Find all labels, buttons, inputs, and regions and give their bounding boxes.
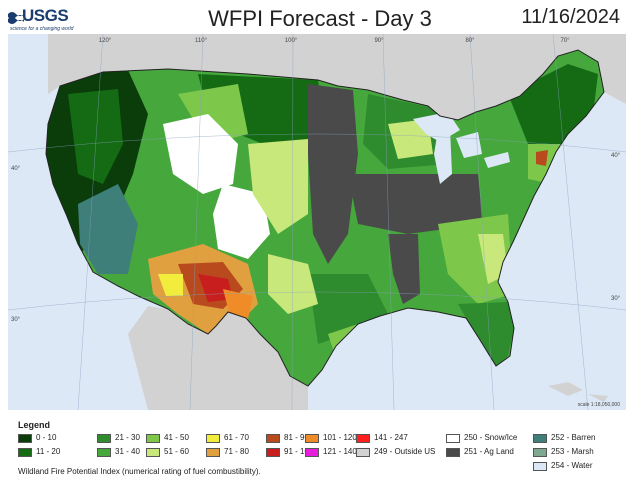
legend-label: 11 - 20 — [36, 447, 61, 456]
legend-swatch — [356, 448, 370, 457]
lon-label-70: 70° — [560, 38, 570, 44]
legend-label: 21 - 30 — [115, 433, 140, 442]
legend-label: 252 - Barren — [551, 433, 596, 442]
lat-label-40-right: 40° — [611, 153, 621, 159]
legend-label: 81 - 90 — [284, 433, 309, 442]
header: USGS science for a changing world WFPI F… — [0, 0, 640, 34]
legend-label: 71 - 80 — [224, 447, 249, 456]
lon-label-80: 80° — [465, 38, 475, 44]
legend-swatch — [356, 434, 370, 443]
legend: Legend 0 - 10 11 - 20 21 - 30 31 - 40 41… — [0, 412, 640, 491]
legend-swatch — [533, 448, 547, 457]
legend-swatch — [533, 434, 547, 443]
legend-label: 250 - Snow/Ice — [464, 433, 518, 442]
lat-label-40-left: 40° — [11, 166, 21, 172]
usgs-wordmark: USGS — [22, 6, 69, 25]
map-canvas: 120° 110° 100° 90° 80° 70° 40° 30° 40° 3… — [8, 34, 626, 410]
legend-label: 101 - 120 — [323, 433, 357, 442]
legend-label: 251 - Ag Land — [464, 447, 514, 456]
legend-swatch — [305, 434, 319, 443]
legend-swatch — [146, 434, 160, 443]
legend-label: 141 - 247 — [374, 433, 408, 442]
legend-label: 61 - 70 — [224, 433, 249, 442]
legend-swatch — [206, 448, 220, 457]
legend-swatch — [18, 448, 32, 457]
legend-heading: Legend — [18, 420, 51, 430]
legend-label: 121 - 140 — [323, 447, 357, 456]
legend-swatch — [446, 434, 460, 443]
legend-footnote: Wildland Fire Potential Index (numerical… — [18, 467, 261, 476]
usgs-wave-icon — [8, 12, 24, 24]
caribbean-outside-us — [548, 382, 608, 402]
lon-label-110: 110° — [195, 38, 208, 44]
lon-label-100: 100° — [285, 38, 298, 44]
conus-wfpi-raster — [46, 50, 604, 386]
legend-label: 51 - 60 — [164, 447, 189, 456]
lon-label-120: 120° — [99, 38, 112, 44]
legend-swatch — [446, 448, 460, 457]
lat-label-30-right: 30° — [611, 296, 621, 302]
legend-swatch — [97, 448, 111, 457]
lat-label-30-left: 30° — [11, 317, 21, 323]
legend-swatch — [206, 434, 220, 443]
legend-label: 91 - 100 — [284, 447, 314, 456]
legend-label: 253 - Marsh — [551, 447, 594, 456]
legend-label: 0 - 10 — [36, 433, 57, 442]
conus-outline — [45, 49, 605, 387]
usgs-tagline: science for a changing world — [10, 26, 74, 32]
legend-swatch — [146, 448, 160, 457]
legend-swatch — [305, 448, 319, 457]
map-title: WFPI Forecast - Day 3 — [208, 6, 432, 31]
forecast-date: 11/16/2024 — [521, 6, 620, 28]
graticule — [8, 34, 626, 410]
legend-label: 254 - Water — [551, 461, 593, 470]
legend-swatch — [266, 448, 280, 457]
legend-label: 249 - Outside US — [374, 447, 436, 456]
legend-swatch — [97, 434, 111, 443]
mexico-outside-us — [128, 306, 308, 410]
legend-swatch — [533, 462, 547, 471]
map-scale: scale 1:18,050,000 — [578, 402, 620, 408]
legend-swatch — [18, 434, 32, 443]
lon-label-90: 90° — [374, 38, 384, 44]
legend-swatch — [266, 434, 280, 443]
legend-label: 41 - 50 — [164, 433, 189, 442]
legend-label: 31 - 40 — [115, 447, 140, 456]
